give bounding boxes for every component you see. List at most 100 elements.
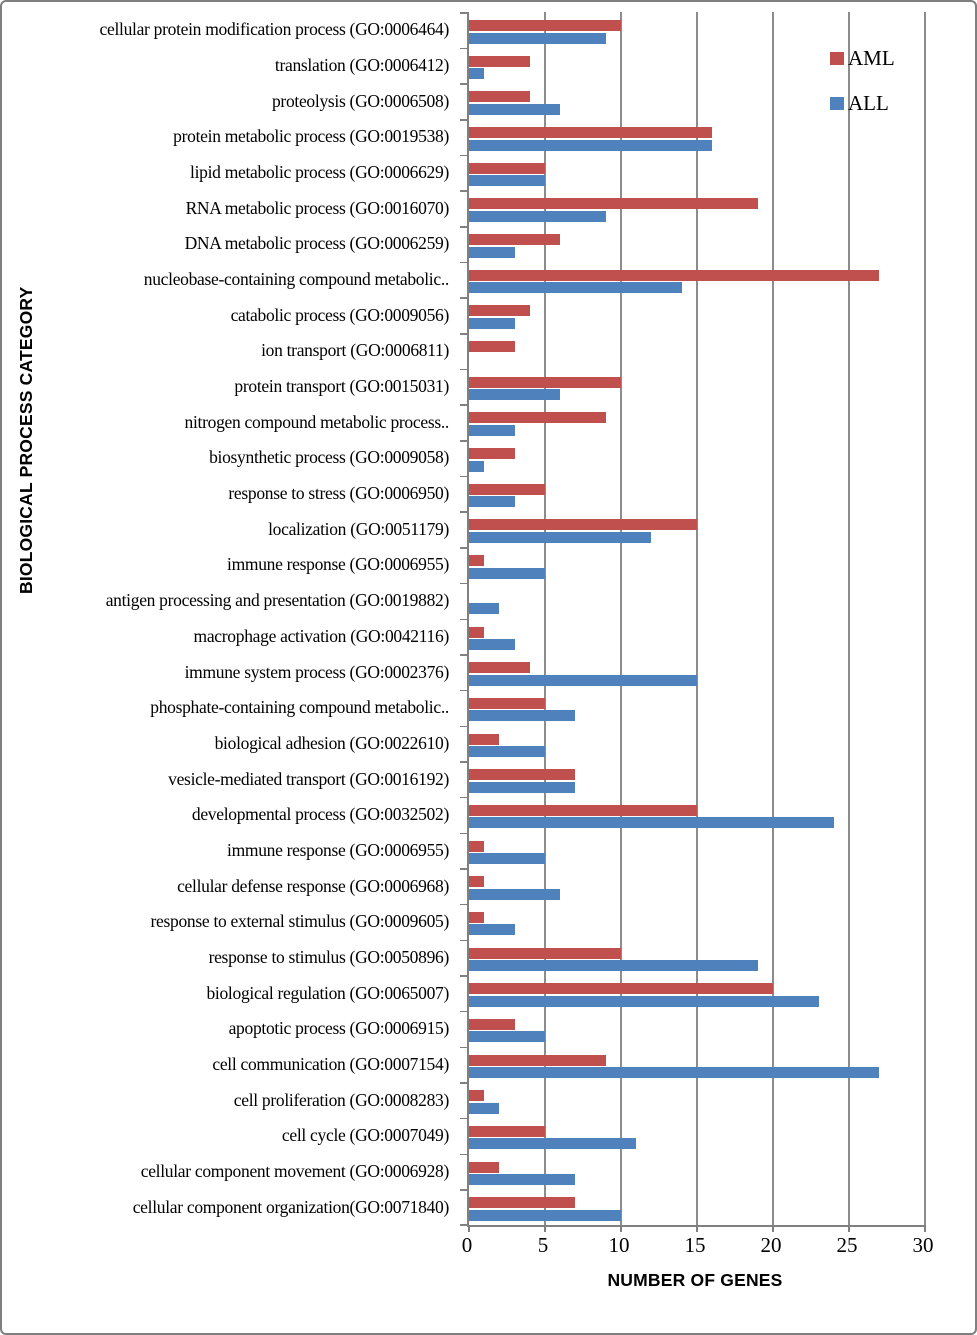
bar-aml bbox=[469, 626, 485, 638]
bar-all bbox=[469, 103, 561, 115]
bar-all bbox=[469, 817, 834, 829]
x-axis-tick bbox=[544, 1225, 546, 1232]
y-axis-tick bbox=[460, 725, 469, 728]
y-axis-tick bbox=[460, 1153, 469, 1156]
bar-aml bbox=[469, 733, 500, 745]
category-label: response to stimulus (GO:0050896) bbox=[208, 946, 450, 967]
x-axis-tick bbox=[468, 1225, 470, 1232]
x-axis-tick bbox=[848, 1225, 850, 1232]
x-tick-label: 5 bbox=[537, 1233, 549, 1257]
bar-all bbox=[469, 139, 713, 151]
category-label: nitrogen compound metabolic process.. bbox=[184, 411, 450, 432]
y-axis-tick bbox=[460, 547, 469, 549]
bar-aml bbox=[469, 20, 621, 31]
y-axis-tick bbox=[460, 297, 469, 299]
x-tick-label: 10 bbox=[608, 1233, 630, 1257]
bar-all bbox=[469, 781, 576, 793]
x-axis-tick bbox=[696, 1225, 698, 1232]
y-axis-tick bbox=[460, 868, 469, 870]
x-axis-tick bbox=[924, 1225, 926, 1232]
bar-aml bbox=[469, 162, 545, 174]
gridline bbox=[544, 12, 546, 1225]
bar-all bbox=[469, 460, 485, 472]
bar-aml bbox=[469, 341, 515, 353]
x-axis-title: NUMBER OF GENES bbox=[607, 1270, 783, 1290]
bar-aml bbox=[469, 983, 773, 995]
aml-color-swatch bbox=[830, 52, 844, 65]
bar-aml bbox=[469, 662, 530, 674]
bar-all bbox=[469, 888, 561, 900]
gridline bbox=[924, 12, 926, 1225]
x-axis-tick bbox=[620, 1225, 622, 1232]
bar-all bbox=[469, 710, 576, 722]
y-axis-tick bbox=[460, 12, 469, 14]
y-axis-tick bbox=[460, 261, 469, 264]
bar-aml bbox=[469, 1125, 545, 1137]
category-label: cellular defense response (GO:0006968) bbox=[177, 875, 449, 896]
category-label: cellular protein modification process (G… bbox=[99, 19, 450, 40]
legend: AML ALL bbox=[830, 46, 895, 136]
bar-aml bbox=[469, 412, 606, 424]
y-axis-tick bbox=[460, 440, 469, 442]
bar-all bbox=[469, 603, 500, 615]
bar-all bbox=[469, 960, 758, 972]
y-axis-tick bbox=[460, 511, 469, 513]
gridline bbox=[848, 12, 850, 1225]
category-label: developmental process (GO:0032502) bbox=[191, 804, 449, 825]
category-label: apoptotic process (GO:0006915) bbox=[228, 1018, 450, 1039]
bar-aml bbox=[469, 448, 515, 460]
category-label: cell cycle (GO:0007049) bbox=[281, 1125, 449, 1146]
x-axis-tick bbox=[772, 1225, 774, 1232]
category-label: response to external stimulus (GO:000960… bbox=[150, 911, 450, 932]
y-axis-tick bbox=[460, 1046, 469, 1049]
category-label: proteolysis (GO:0006508) bbox=[271, 90, 449, 111]
y-axis-tick bbox=[460, 796, 469, 799]
bar-aml bbox=[469, 1054, 606, 1066]
bar-all bbox=[469, 32, 606, 44]
bar-all bbox=[469, 995, 819, 1007]
category-labels: cellular protein modification process (G… bbox=[8, 12, 457, 1225]
bar-all bbox=[469, 317, 515, 329]
x-tick-label: 20 bbox=[760, 1233, 782, 1257]
bar-all bbox=[469, 424, 515, 436]
bar-aml bbox=[469, 1197, 576, 1209]
bar-aml bbox=[469, 769, 576, 781]
x-tick-label: 30 bbox=[912, 1233, 934, 1257]
bar-all bbox=[469, 210, 606, 222]
bar-all bbox=[469, 1209, 621, 1221]
legend-entry-all: ALL bbox=[830, 91, 895, 116]
bar-all bbox=[469, 746, 545, 758]
x-tick-label: 25 bbox=[836, 1233, 858, 1257]
bar-all bbox=[469, 639, 515, 650]
bar-aml bbox=[469, 234, 561, 246]
gridline bbox=[772, 12, 774, 1225]
y-axis-tick bbox=[460, 190, 469, 192]
category-label: cellular component organization(GO:00718… bbox=[132, 1196, 450, 1217]
bar-all bbox=[469, 924, 515, 936]
bar-all bbox=[469, 853, 545, 865]
bar-all bbox=[469, 389, 561, 401]
category-label: translation (GO:0006412) bbox=[274, 55, 449, 75]
category-label: localization (GO:0051179) bbox=[268, 518, 449, 539]
bar-aml bbox=[469, 911, 485, 923]
bar-all bbox=[469, 674, 697, 686]
x-tick-label: 15 bbox=[684, 1233, 706, 1257]
bar-all bbox=[469, 567, 545, 579]
bar-all bbox=[469, 496, 515, 508]
bar-all bbox=[469, 246, 515, 258]
bar-aml bbox=[469, 1090, 485, 1102]
bar-aml bbox=[469, 804, 697, 816]
bar-aml bbox=[469, 876, 485, 888]
y-axis-tick bbox=[460, 582, 469, 585]
y-axis-tick bbox=[460, 226, 469, 228]
category-label: cellular component movement (GO:0006928) bbox=[140, 1160, 450, 1181]
y-axis-tick bbox=[460, 47, 469, 50]
all-color-swatch bbox=[830, 97, 844, 110]
category-label: RNA metabolic process (GO:0016070) bbox=[185, 197, 450, 218]
legend-label-aml: AML bbox=[848, 46, 895, 70]
bar-aml bbox=[469, 376, 621, 388]
y-axis-tick bbox=[460, 689, 469, 692]
bar-aml bbox=[469, 1018, 515, 1030]
y-axis-tick bbox=[460, 1224, 469, 1226]
